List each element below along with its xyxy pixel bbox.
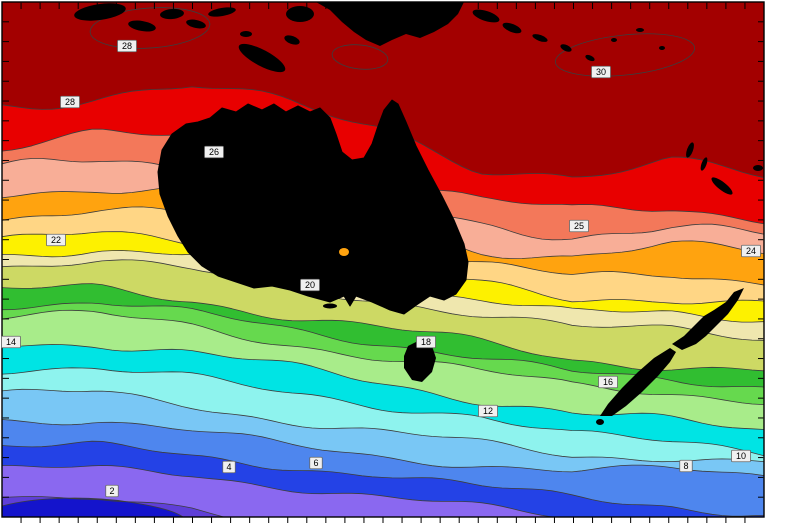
contour-line-16 <box>2 309 764 405</box>
island <box>611 38 617 42</box>
contour-line-6 <box>2 440 764 517</box>
contour-label-28: 28 <box>117 39 137 53</box>
contour-label-box <box>1 335 21 349</box>
closed-contour-loop-0 <box>554 33 696 77</box>
contour-label-4: 4 <box>222 460 236 474</box>
vanuatu-island <box>686 142 694 158</box>
contour-line-4 <box>2 465 557 517</box>
island <box>636 28 644 32</box>
contour-label-value: 10 <box>736 451 746 461</box>
contour-line-10 <box>2 388 764 463</box>
fiji-island <box>753 165 763 171</box>
island <box>128 20 156 32</box>
nz-south-island <box>600 348 676 416</box>
closed-contour-loop-1 <box>89 7 211 49</box>
contour-label-value: 16 <box>603 377 613 387</box>
closed-contour-loop-2 <box>331 44 389 70</box>
island <box>74 3 126 21</box>
band-below-4 <box>2 465 764 517</box>
contour-label-value: 18 <box>421 337 431 347</box>
island <box>532 34 548 42</box>
contour-label-18: 18 <box>416 335 436 349</box>
contour-label-box <box>222 460 236 474</box>
contour-label-16: 16 <box>598 375 618 389</box>
stewart-island <box>596 419 604 425</box>
contour-label-value: 28 <box>122 41 132 51</box>
inland-lake-spot <box>339 248 349 256</box>
contour-label-8: 8 <box>679 459 693 473</box>
australia-landmass <box>157 99 469 315</box>
island <box>560 44 572 52</box>
contour-label-box <box>204 145 224 159</box>
contour-label-6: 6 <box>309 456 323 470</box>
contour-labels: 28 30 28 26 25 22 24 20 14 18 16 12 10 6 4 8 2 <box>1 39 761 498</box>
new-guinea-landmass <box>316 2 464 46</box>
contour-line-12 <box>2 367 764 457</box>
contour-label-26: 26 <box>204 145 224 159</box>
landmasses <box>74 2 763 425</box>
contour-label-14: 14 <box>1 335 21 349</box>
contour-label-box <box>591 65 611 79</box>
vanuatu-island <box>700 157 708 171</box>
island <box>160 8 184 20</box>
contour-line-14 <box>2 344 764 430</box>
contour-label-box <box>679 459 693 473</box>
contour-label-box <box>60 95 80 109</box>
contour-label-box <box>105 484 119 498</box>
contour-label-20: 20 <box>300 278 320 292</box>
contour-label-value: 22 <box>51 235 61 245</box>
kangaroo-island <box>323 303 337 309</box>
contour-label-10: 10 <box>731 449 751 463</box>
contour-label-value: 14 <box>6 337 16 347</box>
island <box>659 46 665 50</box>
birds-head-island <box>286 6 314 22</box>
contour-label-box <box>117 39 137 53</box>
island <box>284 35 300 45</box>
island <box>472 9 500 23</box>
island <box>186 19 206 29</box>
nz-north-island <box>672 288 744 350</box>
island <box>502 22 522 34</box>
island <box>240 31 252 37</box>
island <box>208 7 236 17</box>
contour-label-value: 28 <box>65 97 75 107</box>
contour-label-value: 25 <box>574 221 584 231</box>
tasmania-landmass <box>404 340 436 382</box>
contour-label-box <box>309 456 323 470</box>
map-frame <box>1 1 765 523</box>
contour-label-value: 4 <box>226 462 231 472</box>
contour-label-box <box>731 449 751 463</box>
contour-label-box <box>46 233 66 247</box>
contour-label-value: 30 <box>596 67 606 77</box>
contour-label-value: 8 <box>683 461 688 471</box>
contour-label-value: 12 <box>483 406 493 416</box>
contour-line-cold-pool <box>2 497 184 517</box>
contour-label-box <box>598 375 618 389</box>
contour-label-12: 12 <box>478 404 498 418</box>
band-below-2 <box>2 496 764 517</box>
contour-label-28: 28 <box>60 95 80 109</box>
timor-island <box>238 43 286 73</box>
contour-line-8 <box>2 419 764 476</box>
contour-label-2: 2 <box>105 484 119 498</box>
contour-label-24: 24 <box>741 244 761 258</box>
new-caledonia-island <box>711 177 733 195</box>
cold-pool <box>2 498 183 517</box>
contour-label-30: 30 <box>591 65 611 79</box>
contour-label-value: 2 <box>109 486 114 496</box>
contour-label-box <box>300 278 320 292</box>
contour-label-value: 20 <box>305 280 315 290</box>
contour-label-box <box>416 335 436 349</box>
contour-label-box <box>569 219 589 233</box>
contour-label-value: 24 <box>746 246 756 256</box>
contour-label-box <box>478 404 498 418</box>
contour-label-25: 25 <box>569 219 589 233</box>
contour-label-22: 22 <box>46 233 66 247</box>
contour-label-value: 6 <box>313 458 318 468</box>
island <box>585 54 595 62</box>
contour-label-box <box>741 244 761 258</box>
contour-label-value: 26 <box>209 147 219 157</box>
